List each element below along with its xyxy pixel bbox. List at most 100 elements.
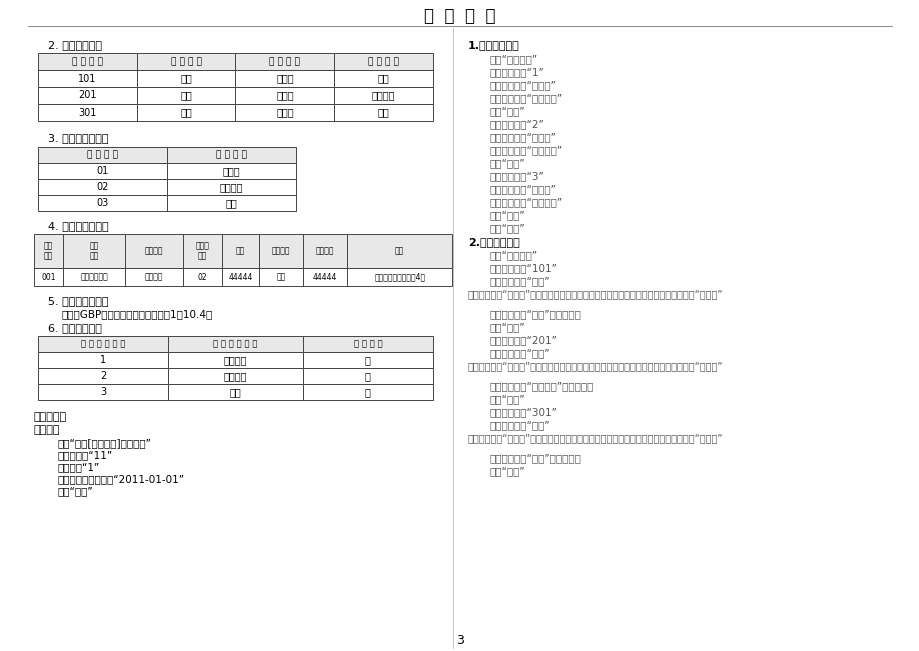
Text: 输入用户名“11”: 输入用户名“11” bbox=[58, 450, 113, 460]
Text: 大客户: 大客户 bbox=[222, 166, 240, 176]
Bar bbox=[137, 53, 235, 70]
Bar bbox=[235, 53, 334, 70]
Bar bbox=[302, 368, 433, 384]
Text: 2. 设置职员档案: 2. 设置职员档案 bbox=[48, 40, 102, 50]
Text: 001: 001 bbox=[41, 273, 55, 281]
Text: 开户银行: 开户银行 bbox=[271, 247, 289, 255]
Text: 登录系统: 登录系统 bbox=[34, 425, 61, 435]
Text: 地址: 地址 bbox=[394, 247, 404, 255]
Text: 员工: 员工 bbox=[378, 107, 389, 117]
Text: 选择“增加”: 选择“增加” bbox=[490, 394, 525, 404]
Bar bbox=[38, 53, 137, 70]
Bar bbox=[334, 53, 433, 70]
Text: 6. 设置结算方式: 6. 设置结算方式 bbox=[48, 323, 102, 333]
Text: 采购处: 采购处 bbox=[276, 107, 293, 117]
Text: 分 类 编 码: 分 类 编 码 bbox=[87, 150, 118, 159]
Text: 委托收款: 委托收款 bbox=[223, 355, 247, 365]
Text: 1.设置部门档案: 1.设置部门档案 bbox=[468, 40, 519, 50]
Text: 输入职员属性“员工”并回车确认: 输入职员属性“员工”并回车确认 bbox=[490, 453, 581, 463]
Text: 所属分
类码: 所属分 类码 bbox=[196, 242, 210, 260]
Text: 结 算 方 式 名 称: 结 算 方 式 名 称 bbox=[213, 340, 257, 348]
Text: 职 员 名 称: 职 员 名 称 bbox=[171, 57, 201, 66]
Bar bbox=[235, 87, 334, 104]
Text: 陈北: 陈北 bbox=[180, 90, 192, 100]
Text: 选择“保存”: 选择“保存” bbox=[490, 158, 525, 168]
Bar bbox=[235, 104, 334, 121]
Bar bbox=[347, 234, 451, 268]
Text: 长春元达公司: 长春元达公司 bbox=[80, 273, 108, 281]
Text: 输入部门名称“综合处”: 输入部门名称“综合处” bbox=[490, 80, 556, 90]
Bar bbox=[302, 336, 433, 352]
Bar bbox=[125, 268, 183, 286]
Bar bbox=[38, 147, 167, 163]
Text: 综合处: 综合处 bbox=[276, 74, 293, 83]
Bar bbox=[38, 163, 167, 179]
Bar bbox=[38, 70, 137, 87]
Text: 长春元达: 长春元达 bbox=[145, 273, 164, 281]
Text: 职 员 属 性: 职 员 属 性 bbox=[368, 57, 399, 66]
Bar bbox=[221, 268, 258, 286]
Text: 输入职员编码“101”: 输入职员编码“101” bbox=[490, 263, 557, 273]
Text: 否: 否 bbox=[365, 387, 370, 397]
Text: 税号: 税号 bbox=[235, 247, 244, 255]
Bar bbox=[168, 336, 302, 352]
Bar bbox=[167, 195, 296, 211]
Text: 输入密码“1”: 输入密码“1” bbox=[58, 462, 100, 472]
Text: 3. 设置供应商分类: 3. 设置供应商分类 bbox=[48, 133, 108, 143]
Text: 输入职员名称“陈北”: 输入职员名称“陈北” bbox=[490, 348, 550, 358]
Bar bbox=[125, 234, 183, 268]
Text: 输入部门编码“3”: 输入部门编码“3” bbox=[490, 171, 544, 181]
Bar bbox=[183, 268, 221, 286]
Bar bbox=[38, 336, 168, 352]
Bar bbox=[334, 70, 433, 87]
Text: 02: 02 bbox=[198, 273, 207, 281]
Bar bbox=[34, 234, 62, 268]
Text: 1: 1 bbox=[100, 355, 106, 365]
Bar bbox=[235, 70, 334, 87]
Bar bbox=[62, 268, 125, 286]
Text: 否: 否 bbox=[365, 371, 370, 381]
Text: 建行: 建行 bbox=[276, 273, 285, 281]
Text: 4. 设置供应商档案: 4. 设置供应商档案 bbox=[48, 221, 108, 231]
Text: 101: 101 bbox=[78, 74, 96, 83]
Text: 会计主管: 会计主管 bbox=[371, 90, 395, 100]
Text: 经理: 经理 bbox=[378, 74, 389, 83]
Bar bbox=[258, 268, 302, 286]
Bar bbox=[168, 352, 302, 368]
Text: 客户
编码: 客户 编码 bbox=[44, 242, 53, 260]
Text: 否: 否 bbox=[365, 355, 370, 365]
Text: 2: 2 bbox=[100, 371, 107, 381]
Text: 输入部门属性“财务管理”: 输入部门属性“财务管理” bbox=[490, 145, 562, 155]
Bar bbox=[38, 179, 167, 195]
Bar bbox=[167, 163, 296, 179]
Text: 输入或选择登录时间“2011-01-01”: 输入或选择登录时间“2011-01-01” bbox=[58, 474, 185, 484]
Text: 其他: 其他 bbox=[225, 198, 237, 208]
Text: 01: 01 bbox=[96, 166, 108, 176]
Bar bbox=[302, 352, 433, 368]
Text: 客户
名称: 客户 名称 bbox=[89, 242, 98, 260]
Bar bbox=[167, 179, 296, 195]
Text: 输入部门名称“采购处”: 输入部门名称“采购处” bbox=[490, 184, 556, 194]
Text: 03: 03 bbox=[96, 198, 108, 208]
Text: 44444: 44444 bbox=[312, 273, 337, 281]
Bar bbox=[38, 352, 168, 368]
Text: 选择“增加”: 选择“增加” bbox=[490, 322, 525, 332]
Text: 银行账号: 银行账号 bbox=[316, 247, 335, 255]
Text: 结 算 方 式 编 码: 结 算 方 式 编 码 bbox=[81, 340, 125, 348]
Text: 托收承付: 托收承付 bbox=[223, 371, 247, 381]
Bar bbox=[302, 268, 347, 286]
Text: 学  海  无  涯: 学 海 无 涯 bbox=[424, 7, 495, 25]
Text: 长春市新华区南湖劄4号: 长春市新华区南湖劄4号 bbox=[374, 273, 425, 281]
Text: 职 员 编 号: 职 员 编 号 bbox=[72, 57, 103, 66]
Text: 陆明: 陆明 bbox=[180, 107, 192, 117]
Bar bbox=[38, 384, 168, 400]
Text: 财务处: 财务处 bbox=[276, 90, 293, 100]
Bar bbox=[347, 268, 451, 286]
Text: 输入职员编码“201”: 输入职员编码“201” bbox=[490, 335, 557, 345]
Text: 输入所属部门“财务处”，或双击所属部门栏，单击右侧放大镜标志，从列表中双击选择“财务部”: 输入所属部门“财务处”，或双击所属部门栏，单击右侧放大镜标志，从列表中双击选择“… bbox=[468, 361, 722, 371]
Bar bbox=[168, 384, 302, 400]
Text: 5. 设置外币及汇率: 5. 设置外币及汇率 bbox=[48, 296, 108, 306]
Text: 中小客户: 中小客户 bbox=[220, 182, 243, 192]
Text: 操作过程：: 操作过程： bbox=[34, 412, 67, 422]
Text: 选择“确定”: 选择“确定” bbox=[58, 486, 94, 496]
